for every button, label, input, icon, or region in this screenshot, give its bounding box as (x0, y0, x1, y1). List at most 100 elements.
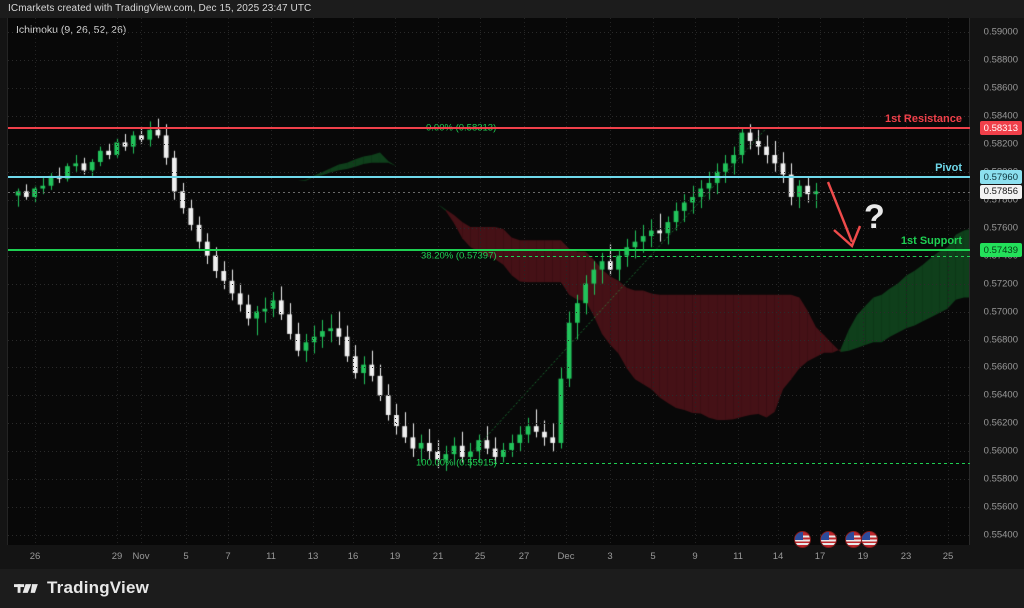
horizontal-gridline (8, 535, 970, 537)
time-tick: 7 (225, 551, 231, 562)
vertical-gridline (353, 18, 354, 545)
horizontal-gridline (8, 479, 970, 481)
horizontal-gridline (8, 227, 970, 229)
time-tick: Dec (557, 551, 575, 562)
watermark-bar (0, 0, 1024, 18)
us-flag-event-icon[interactable] (861, 531, 878, 548)
horizontal-gridline (8, 507, 970, 509)
price-tick: 0.56000 (983, 445, 1018, 457)
price-axis[interactable]: 0.590000.588000.586000.584000.582000.580… (970, 18, 1024, 545)
fib-level-line[interactable] (494, 463, 970, 465)
horizontal-gridline (8, 143, 970, 145)
time-tick: 26 (29, 551, 41, 562)
footer-bar (0, 569, 1024, 608)
price-tick: 0.57800 (983, 194, 1018, 206)
price-tick: 0.55600 (983, 501, 1018, 513)
vertical-gridline (480, 18, 481, 545)
us-flag-event-icon[interactable] (820, 531, 837, 548)
chart-plot-area[interactable] (8, 18, 970, 545)
vertical-gridline (778, 18, 779, 545)
tradingview-logo[interactable]: TradingView (14, 578, 149, 598)
candlestick-canvas[interactable] (8, 18, 970, 545)
tradingview-mark-icon (14, 583, 38, 593)
vertical-gridline (313, 18, 314, 545)
horizontal-gridline (8, 115, 970, 117)
horizontal-gridline (8, 199, 970, 201)
horizontal-gridline (8, 255, 970, 257)
price-tick: 0.56800 (983, 334, 1018, 345)
vertical-gridline (141, 18, 142, 545)
forecast-down-arrow-icon[interactable] (816, 174, 886, 254)
last-price-tag[interactable]: 0.57856 (979, 184, 1022, 199)
horizontal-gridline (8, 395, 970, 397)
time-tick: 23 (900, 551, 912, 562)
price-tick: 0.55800 (983, 473, 1018, 485)
time-tick: 16 (347, 551, 359, 562)
time-axis[interactable]: 26 29 Nov 5 7 11 13 16 19 21 25 27 Dec 3 5 9 11 14 17 19 23 2… (0, 545, 1024, 569)
price-tag-sup[interactable]: 0.57439 (979, 243, 1022, 258)
horizontal-gridline (8, 59, 970, 61)
level-label-res[interactable]: 1st Resistance (884, 113, 962, 125)
level-label-sup[interactable]: 1st Support (900, 235, 962, 248)
vertical-gridline (653, 18, 654, 545)
us-flag-event-icon[interactable] (845, 531, 862, 548)
time-tick: 5 (183, 551, 189, 562)
vertical-gridline (395, 18, 396, 545)
price-tick: 0.59000 (983, 26, 1018, 38)
price-tick: 0.58800 (983, 54, 1018, 66)
last-price-line (8, 191, 970, 193)
time-tick: Nov (132, 551, 150, 562)
vertical-gridline (906, 18, 907, 545)
plot-right-border (969, 18, 970, 545)
price-tick: 0.58600 (983, 82, 1018, 94)
fib-level-label[interactable]: 38.20% (0.57397) (421, 250, 497, 262)
price-tick: 0.57600 (983, 222, 1018, 234)
overlay-layer: 0.00% (0.58313)38.20% (0.57397)100.00% (… (8, 18, 970, 545)
price-tag-piv[interactable]: 0.57960 (979, 170, 1022, 185)
time-tick: 14 (772, 551, 784, 562)
indicator-legend[interactable]: Ichimoku (9, 26, 52, 26) (16, 24, 127, 36)
time-tick: 13 (307, 551, 319, 562)
fib-level-label[interactable]: 100.00% (0.55915) (416, 457, 497, 469)
price-tag-res[interactable]: 0.58313 (979, 121, 1022, 135)
vertical-gridline (738, 18, 739, 545)
time-tick: 3 (607, 551, 613, 562)
time-tick: 11 (733, 551, 743, 562)
time-tick: 17 (814, 551, 826, 562)
fib-level-line[interactable] (499, 256, 970, 258)
horizontal-gridline (8, 171, 970, 173)
vertical-gridline (186, 18, 187, 545)
time-tick: 29 (111, 551, 123, 562)
vertical-gridline (117, 18, 118, 545)
time-tick: 27 (518, 551, 530, 562)
level-label-piv[interactable]: Pivot (935, 162, 962, 175)
vertical-gridline (438, 18, 439, 545)
horizontal-gridline (8, 31, 970, 33)
time-tick: 19 (857, 551, 869, 562)
horizontal-gridline (8, 339, 970, 341)
vertical-gridline (524, 18, 525, 545)
time-tick: 25 (474, 551, 486, 562)
level-line-sup[interactable] (8, 249, 970, 252)
price-tick: 0.57000 (983, 306, 1018, 318)
price-tick: 0.57200 (983, 278, 1018, 290)
time-tick: 25 (942, 551, 954, 562)
price-tick: 0.58200 (983, 138, 1018, 150)
vertical-gridline (948, 18, 949, 545)
price-tick: 0.56200 (983, 417, 1018, 429)
time-tick: 5 (650, 551, 656, 562)
vertical-gridline (820, 18, 821, 545)
us-flag-event-icon[interactable] (794, 531, 811, 548)
level-line-res[interactable] (8, 127, 970, 129)
time-tick: 19 (389, 551, 401, 562)
horizontal-gridline (8, 283, 970, 285)
price-tick: 0.58400 (983, 110, 1018, 122)
question-mark-annotation[interactable]: ? (864, 198, 885, 236)
horizontal-gridline (8, 311, 970, 313)
price-tick: 0.56600 (983, 361, 1018, 373)
vertical-gridline (566, 18, 567, 545)
level-line-piv[interactable] (8, 176, 970, 179)
vertical-gridline (610, 18, 611, 545)
horizontal-gridline (8, 87, 970, 89)
